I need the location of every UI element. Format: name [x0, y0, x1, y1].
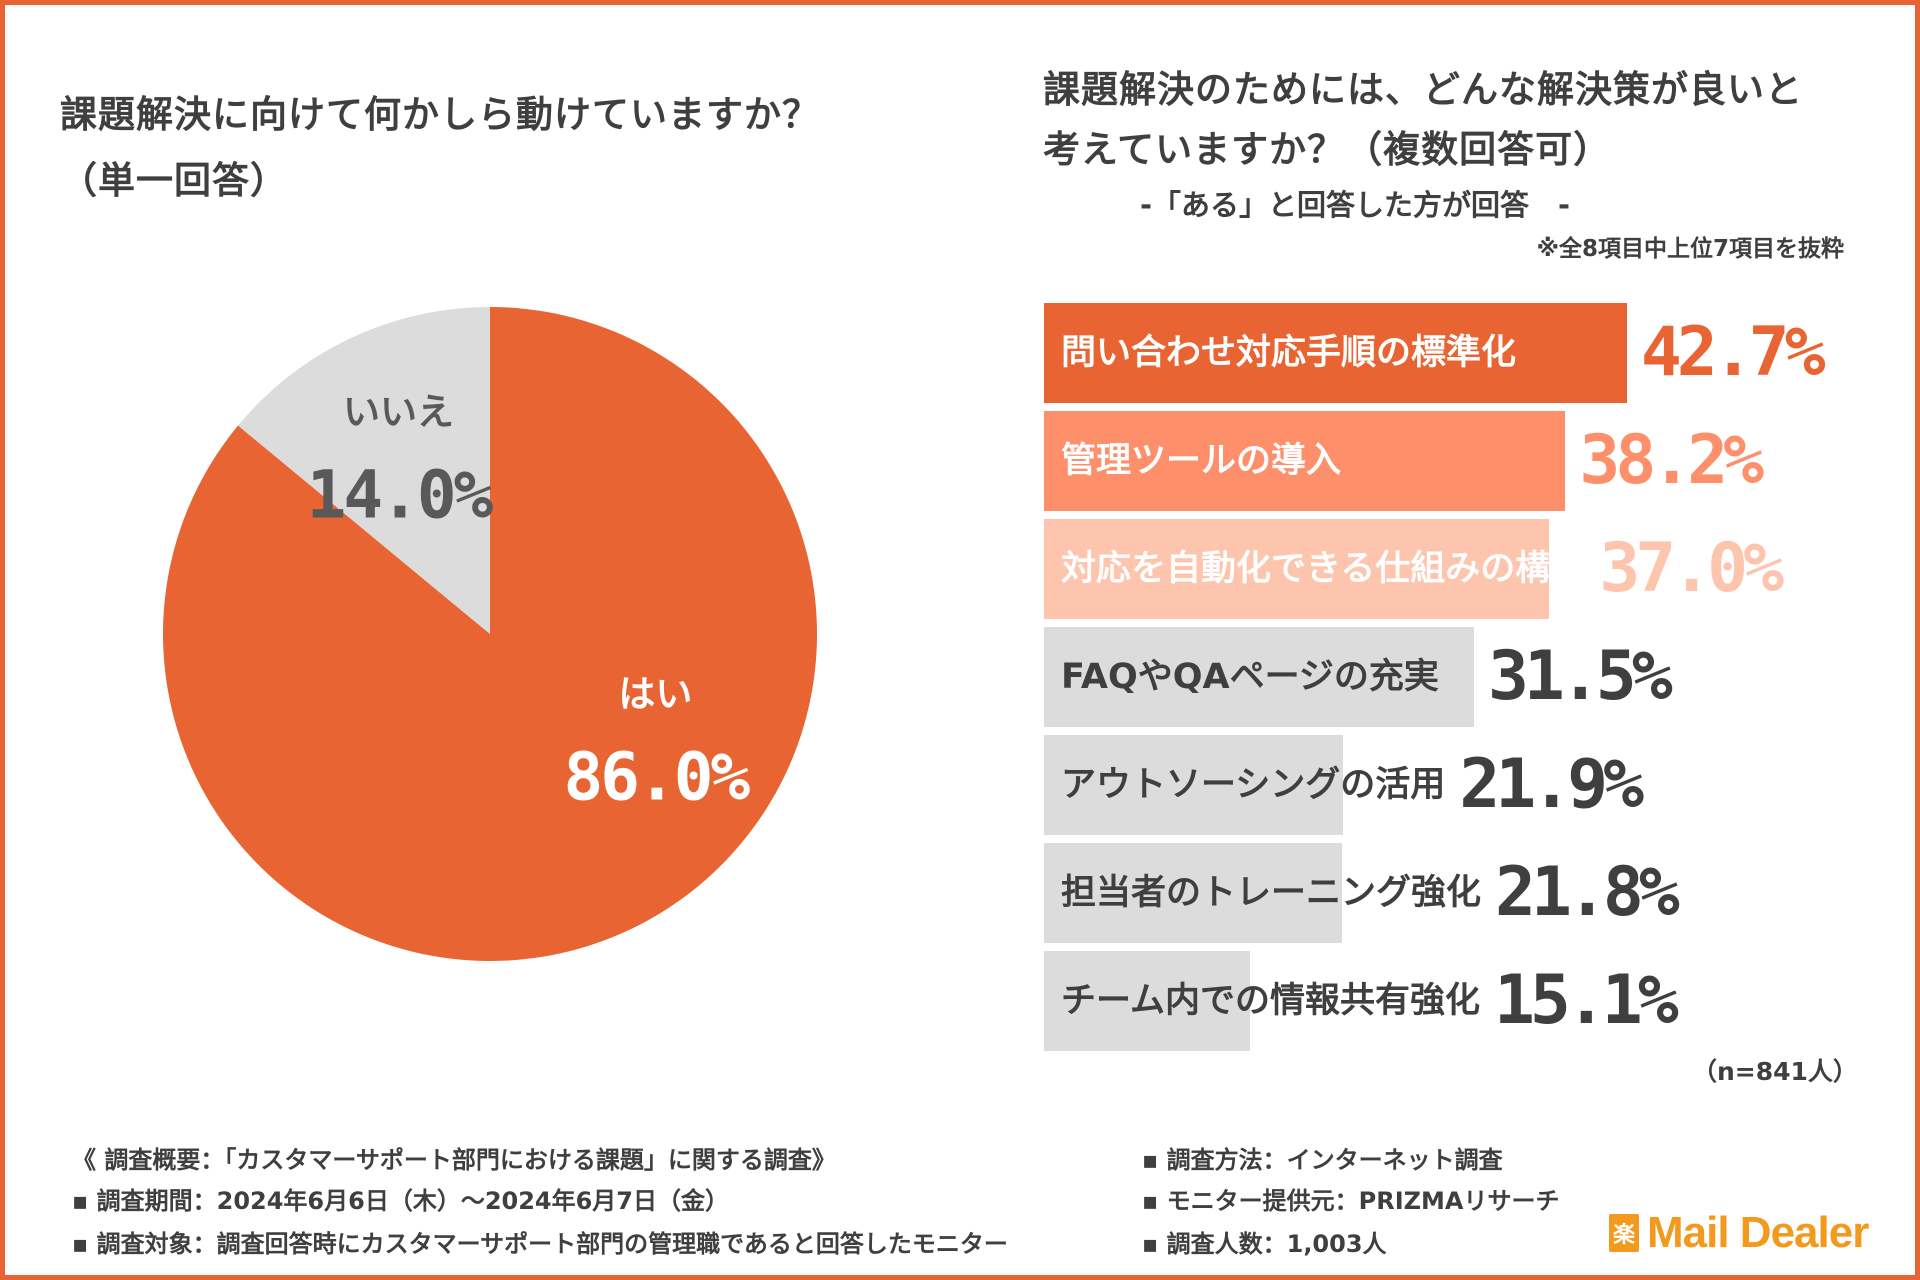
pie-slice-value: 86.0%: [564, 739, 751, 816]
bar-category-label: 管理ツールの導入: [1061, 441, 1342, 481]
footer-respondent-count: ▪ 調査人数：1,003人: [1142, 1230, 1387, 1258]
bar-category-label: 対応を自動化できる仕組みの構築: [1061, 549, 1586, 589]
pie-chart-title: 課題解決に向けて何かしら動けていますか？ （単一回答）: [60, 82, 820, 214]
bar-chart-subtitle: -「ある」と回答した方が回答 -: [1140, 188, 1571, 222]
bar-value-label: 38.2%: [1579, 421, 1764, 500]
bar: [1044, 627, 1474, 727]
bar-category-label: FAQやQAページの充実: [1061, 657, 1439, 697]
bar-title-line-1: 課題解決のためには、どんな解決策が良いと: [1043, 68, 1803, 111]
pie-title-line-1: 課題解決に向けて何かしら動けていますか？: [60, 93, 820, 136]
bar-row: 管理ツールの導入 38.2%: [1044, 411, 1864, 511]
bar-value-label: 31.5%: [1487, 637, 1673, 716]
bar: [1044, 843, 1342, 943]
bar-chart-title: 課題解決のためには、どんな解決策が良いと 考えていますか？（複数回答可）: [1043, 60, 1803, 180]
bar-value-label: 21.8%: [1495, 853, 1680, 932]
bar: [1044, 951, 1251, 1051]
pie-slice-label: はい: [618, 673, 692, 716]
footer-survey-period: ▪ 調査期間：2024年6月6日（木）～2024年6月7日（金）: [72, 1187, 730, 1215]
bar-row: チーム内での情報共有強化 15.1%: [1044, 951, 1864, 1051]
bar-category-label: チーム内での情報共有強化: [1061, 981, 1480, 1021]
pie-slice-value: 14.0%: [307, 456, 494, 533]
bar-row: 問い合わせ対応手順の標準化 42.7%: [1044, 303, 1864, 403]
footer-survey-overview: 《 調査概要：「カスタマーサポート部門における課題」に関する調査》: [72, 1146, 836, 1174]
pie-slice-label: いいえ: [343, 390, 454, 433]
sample-size-note: （n=841人）: [1692, 1057, 1858, 1086]
logo-mark-icon: 楽: [1609, 1214, 1639, 1252]
bar-value-label: 21.9%: [1459, 745, 1644, 824]
bar: [1044, 735, 1343, 835]
logo-text: Mail Dealer: [1647, 1208, 1869, 1257]
bar-value-label: 15.1%: [1493, 961, 1679, 1040]
bar: [1044, 303, 1627, 403]
pie-title-line-2: （単一回答）: [60, 159, 288, 202]
bar-chart-note: ※全8項目中上位7項目を抜粋: [1536, 236, 1844, 262]
pie-slice-no: [238, 307, 490, 634]
bar-value-label: 37.0%: [1599, 529, 1784, 608]
bar-category-label: 問い合わせ対応手順の標準化: [1061, 333, 1517, 373]
bar-row: 担当者のトレーニング強化 21.8%: [1044, 843, 1864, 943]
bar-value-label: 42.7%: [1640, 313, 1826, 392]
footer-survey-target: ▪ 調査対象：調査回答時にカスタマーサポート部門の管理職であると回答したモニター: [72, 1230, 1008, 1258]
bar: [1044, 519, 1550, 619]
bar-row: アウトソーシングの活用 21.9%: [1044, 735, 1864, 835]
bar-title-line-2: 考えていますか？（複数回答可）: [1043, 128, 1612, 171]
footer-survey-method: ▪ 調査方法：インターネット調査: [1142, 1146, 1503, 1174]
bar: [1044, 411, 1566, 511]
mail-dealer-logo: 楽 Mail Dealer: [1609, 1208, 1869, 1258]
bar-category-label: 担当者のトレーニング強化: [1061, 873, 1482, 913]
footer-monitor-provider: ▪ モニター提供元：PRIZMAリサーチ: [1142, 1187, 1560, 1215]
bar-category-label: アウトソーシングの活用: [1061, 765, 1446, 805]
bar-row: 対応を自動化できる仕組みの構築 37.0%: [1044, 519, 1864, 619]
bar-row: FAQやQAページの充実 31.5%: [1044, 627, 1864, 727]
